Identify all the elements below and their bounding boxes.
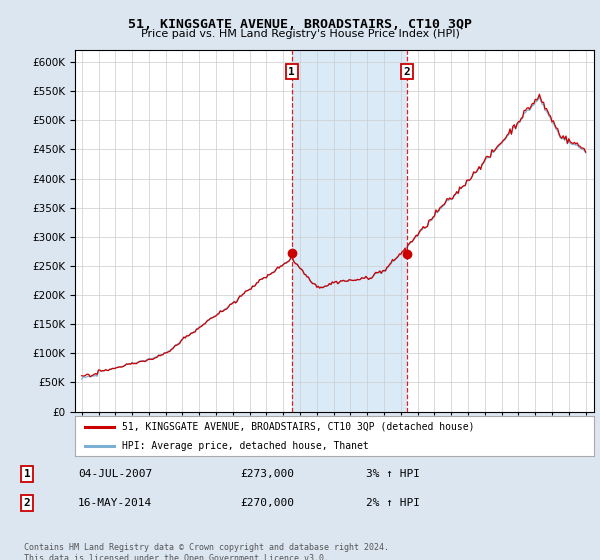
Text: £270,000: £270,000 (240, 498, 294, 508)
Text: Contains HM Land Registry data © Crown copyright and database right 2024.
This d: Contains HM Land Registry data © Crown c… (24, 543, 389, 560)
Text: Price paid vs. HM Land Registry's House Price Index (HPI): Price paid vs. HM Land Registry's House … (140, 29, 460, 39)
Text: 04-JUL-2007: 04-JUL-2007 (78, 469, 152, 479)
Text: 2: 2 (404, 67, 410, 77)
Bar (292, 50, 407, 412)
Text: 2% ↑ HPI: 2% ↑ HPI (366, 498, 420, 508)
Text: 3% ↑ HPI: 3% ↑ HPI (366, 469, 420, 479)
Text: 1: 1 (288, 67, 295, 77)
Text: 1: 1 (23, 469, 31, 479)
Text: HPI: Average price, detached house, Thanet: HPI: Average price, detached house, Than… (122, 441, 368, 450)
Text: 2: 2 (23, 498, 31, 508)
Text: 16-MAY-2014: 16-MAY-2014 (78, 498, 152, 508)
Text: 51, KINGSGATE AVENUE, BROADSTAIRS, CT10 3QP (detached house): 51, KINGSGATE AVENUE, BROADSTAIRS, CT10 … (122, 422, 474, 432)
Text: £273,000: £273,000 (240, 469, 294, 479)
Text: 51, KINGSGATE AVENUE, BROADSTAIRS, CT10 3QP: 51, KINGSGATE AVENUE, BROADSTAIRS, CT10 … (128, 18, 472, 31)
